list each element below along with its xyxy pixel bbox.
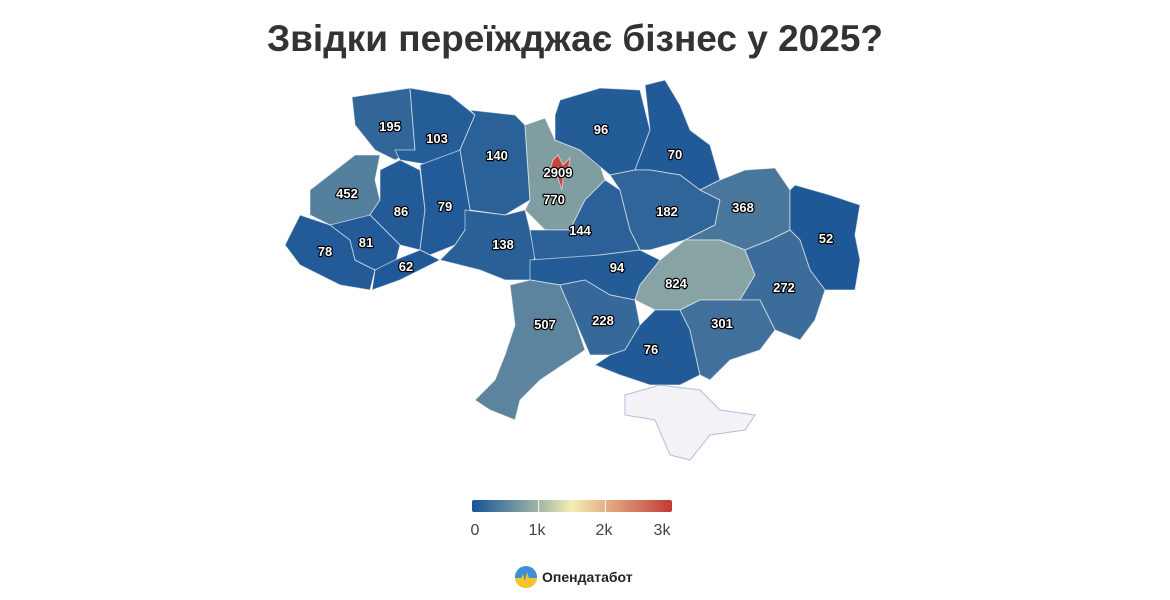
logo-icon [515,566,537,588]
value-label: 140 [486,148,508,163]
region-chernivtsi[interactable] [371,249,442,291]
region-luhansk[interactable] [789,184,861,291]
value-label: 770 [543,192,565,207]
value-label: 824 [665,276,687,291]
value-label: 79 [438,199,452,214]
legend-tick: 1k [528,522,546,539]
value-label: 52 [819,231,833,246]
value-label: 195 [379,119,401,134]
value-label: 507 [534,317,556,332]
value-label: 368 [732,200,754,215]
value-label: 228 [592,313,614,328]
region-vinnytsia[interactable] [439,209,536,281]
value-label: 138 [492,237,514,252]
legend-tick: 2k [595,522,613,539]
value-label: 272 [773,280,795,295]
value-label: 301 [711,316,733,331]
value-label: 182 [656,204,678,219]
legend-gradient-bar [472,500,672,512]
value-label: 86 [394,204,408,219]
value-label: 78 [318,244,332,259]
value-label: 70 [668,147,682,162]
value-label: 62 [399,259,413,274]
region-ternopil[interactable] [369,159,426,251]
opendatabot-logo: Опендатабот [515,566,633,588]
logo-text: Опендатабот [542,569,633,585]
region-kyiv-city[interactable] [549,154,571,191]
value-label: 2909 [544,165,573,180]
value-label: 144 [569,223,591,238]
legend-tick: 0 [470,522,480,539]
value-label: 103 [426,131,448,146]
region-zaporizhzhia[interactable] [679,299,776,381]
value-label: 76 [644,342,658,357]
color-legend [472,500,672,512]
value-label: 81 [359,235,373,250]
region-crimea[interactable] [624,384,756,461]
value-label: 94 [610,260,625,275]
value-label: 452 [336,186,358,201]
page-title: Звідки переїжджає бізнес у 2025? [266,18,884,59]
value-label: 96 [594,122,608,137]
legend-tick: 3k [653,522,671,539]
